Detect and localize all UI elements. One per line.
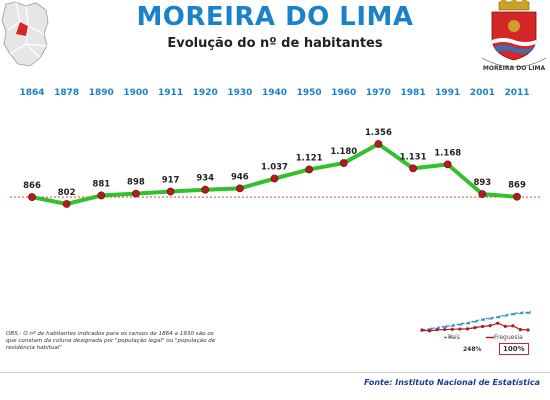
data-point — [478, 190, 487, 199]
pais-marker — [517, 311, 523, 315]
year-label: 1981 — [401, 88, 426, 98]
data-label: 1.037 — [261, 163, 288, 173]
data-point — [374, 140, 383, 148]
freguesia-marker — [465, 327, 470, 331]
data-point — [409, 164, 417, 173]
comparison-mini-chart — [419, 310, 531, 339]
year-label: 1930 — [227, 88, 252, 98]
legend-pais-label: País — [448, 334, 460, 341]
chart-subtitle: Evolução do nº de habitantes — [167, 36, 383, 51]
freguesia-marker — [496, 321, 500, 325]
data-label: 898 — [127, 178, 145, 188]
data-label: 893 — [473, 178, 491, 188]
year-label: 1940 — [262, 88, 287, 98]
pais-marker — [480, 317, 486, 321]
freguesia-marker — [420, 328, 424, 332]
year-label: 2001 — [470, 88, 495, 98]
year-label: 1864 — [19, 88, 44, 98]
data-point — [513, 192, 521, 201]
data-label: 1.168 — [434, 148, 461, 158]
pais-line — [421, 311, 529, 331]
data-label: 866 — [23, 181, 41, 191]
freguesia-marker — [427, 329, 432, 333]
data-point — [270, 174, 279, 183]
pais-marker — [442, 324, 448, 328]
source-note: Fonte: Instituto Nacional de Estatística — [363, 378, 540, 387]
data-label: 1.131 — [400, 152, 427, 162]
year-label: 1960 — [331, 88, 356, 98]
year-label: 1920 — [193, 88, 218, 98]
pais-marker — [464, 321, 470, 325]
data-point — [97, 191, 106, 200]
freguesia-marker — [526, 328, 530, 332]
freguesia-marker — [443, 327, 447, 332]
year-label: 1950 — [297, 88, 322, 98]
data-label: 1.121 — [296, 153, 323, 163]
legend-freguesia-label: Freguesia — [494, 334, 523, 341]
data-point — [443, 160, 452, 169]
freguesia-marker — [518, 328, 523, 332]
freguesia-percent: 100% — [499, 343, 529, 355]
district-map-icon — [1, 1, 49, 67]
data-label: 934 — [196, 174, 214, 184]
pais-marker — [457, 322, 463, 326]
data-label: 1.180 — [330, 147, 357, 157]
year-label: 1878 — [54, 88, 79, 98]
coat-of-arms-icon: MOREIRA DO LIMA — [481, 0, 547, 72]
data-point — [201, 185, 210, 194]
year-label: 1991 — [435, 88, 460, 98]
data-point — [28, 193, 36, 201]
freguesia-marker — [435, 328, 439, 332]
data-label: 881 — [92, 179, 110, 189]
freguesia-marker — [488, 324, 492, 328]
pais-marker — [449, 323, 455, 327]
data-point — [132, 189, 140, 198]
freguesia-marker — [503, 324, 507, 328]
pais-marker — [525, 310, 531, 314]
data-label: 802 — [58, 188, 76, 198]
pais-marker — [427, 327, 433, 331]
data-point — [62, 200, 71, 208]
freguesia-marker — [450, 327, 454, 331]
year-label: 1890 — [89, 88, 114, 98]
year-label: 1911 — [158, 88, 183, 98]
pais-marker — [510, 312, 516, 316]
year-label: 1970 — [366, 88, 391, 98]
data-point — [235, 184, 244, 193]
freguesia-marker — [473, 326, 477, 330]
pais-marker — [434, 326, 440, 330]
year-label: 1900 — [123, 88, 148, 98]
pais-marker — [502, 313, 508, 317]
data-point — [339, 159, 348, 167]
data-point — [305, 165, 314, 174]
pais-marker — [472, 319, 478, 323]
data-label: 869 — [508, 181, 526, 191]
page-title: MOREIRA DO LIMA — [136, 2, 414, 32]
data-label: 917 — [162, 176, 180, 186]
footnote: OBS.: O nº de habitantes indicados para … — [6, 331, 216, 351]
data-label: 1.356 — [365, 128, 392, 138]
population-chart: 1864 1878 1890 1900 1911 1920 1930 1940 1950 1960… — [10, 88, 540, 208]
pais-marker — [487, 316, 493, 320]
data-label: 946 — [231, 172, 249, 182]
freguesia-marker — [480, 324, 485, 329]
crest-label: MOREIRA DO LIMA — [483, 65, 546, 72]
pais-marker — [495, 315, 501, 319]
data-point — [166, 187, 175, 196]
pais-percent: 248% — [463, 346, 482, 353]
freguesia-marker — [511, 324, 515, 328]
year-label: 2011 — [504, 88, 529, 98]
freguesia-marker — [458, 327, 462, 331]
footer-divider — [0, 372, 550, 373]
